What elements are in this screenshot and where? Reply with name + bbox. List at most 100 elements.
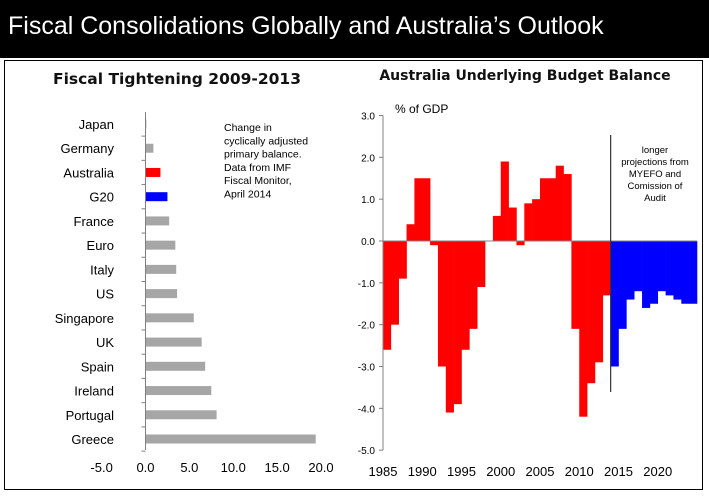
chart2-annotation-line: longer: [642, 145, 668, 156]
y-tick-label: 3.0: [361, 112, 375, 123]
x-tick-label: 1985: [369, 464, 398, 479]
chart1-annotation-line: primary balance.: [224, 149, 302, 161]
bar-2023: [681, 241, 690, 304]
bar-2016: [626, 241, 635, 300]
bar-2002: [516, 241, 525, 246]
category-label: Singapore: [55, 311, 114, 326]
y-tick-label: -5.0: [358, 446, 376, 457]
x-tick-label: 1990: [408, 464, 437, 479]
chart2-annotation-line: MYEFO and: [629, 169, 681, 180]
bar-2000: [500, 161, 509, 241]
chart1-title: Fiscal Tightening 2009-2013: [53, 70, 301, 88]
y-tick-label: 2.0: [361, 153, 375, 164]
x-tick-label: 15.0: [264, 460, 289, 475]
y-tick-label: -1.0: [358, 279, 376, 290]
bar-1992: [437, 241, 447, 367]
bar-germany: [145, 143, 154, 153]
bar-2006: [547, 178, 556, 241]
x-tick-label: 0.0: [136, 460, 154, 475]
category-label: US: [96, 287, 114, 302]
header-bar: Fiscal Consolidations Globally and Austr…: [0, 0, 709, 58]
x-tick-label: 2010: [565, 464, 594, 479]
bar-italy: [145, 264, 177, 274]
category-label: Japan: [79, 117, 114, 132]
chart2-title: Australia Underlying Budget Balance: [379, 68, 670, 84]
category-label: Italy: [90, 262, 114, 277]
bar-ireland: [145, 386, 212, 396]
bar-2024: [689, 241, 698, 304]
bar-2004: [532, 199, 541, 241]
bar-1986: [390, 241, 399, 325]
bar-2022: [673, 241, 682, 300]
bar-spain: [145, 361, 206, 371]
bar-2003: [524, 203, 533, 241]
category-label: France: [74, 214, 114, 229]
bar-2013: [602, 241, 611, 296]
bar-1997: [477, 241, 486, 288]
bar-1994: [453, 241, 462, 405]
y-tick-label: 0.0: [361, 237, 375, 248]
x-tick-label: 2020: [643, 464, 672, 479]
bar-2011: [587, 241, 596, 384]
x-tick-label: 2005: [526, 464, 555, 479]
chart2-annotation-line: Comission of: [628, 181, 683, 192]
x-tick-label: 20.0: [308, 460, 333, 475]
chart1-annotation-line: cyclically adjusted: [224, 135, 308, 147]
y-tick-label: 1.0: [361, 195, 375, 206]
category-label: Greece: [71, 432, 114, 447]
chart2-ylabel: % of GDP: [395, 102, 448, 116]
category-label: Australia: [63, 165, 114, 180]
bar-1999: [492, 215, 502, 241]
category-label: Spain: [81, 359, 114, 374]
bar-us: [145, 289, 178, 299]
bar-1990: [422, 178, 431, 241]
bar-portugal: [145, 410, 217, 420]
bar-2010: [579, 241, 588, 417]
bar-2021: [665, 241, 674, 296]
x-tick-label: 10.0: [221, 460, 246, 475]
chart1-annotation-line: Change in: [224, 122, 272, 134]
bar-2015: [618, 241, 627, 329]
category-label: Portugal: [66, 408, 115, 423]
bar-2018: [642, 241, 651, 308]
bar-1996: [469, 241, 478, 329]
bar-1995: [461, 241, 470, 350]
content-frame: [4, 60, 703, 490]
category-label: UK: [96, 335, 114, 350]
bar-australia: [145, 167, 161, 177]
y-tick-label: -2.0: [358, 321, 376, 332]
bar-singapore: [145, 313, 194, 323]
category-label: Ireland: [74, 384, 114, 399]
x-tick-label: 1995: [447, 464, 476, 479]
category-label: Euro: [87, 238, 114, 253]
bar-2020: [657, 241, 666, 292]
x-tick-label: -5.0: [90, 460, 112, 475]
category-label: G20: [89, 190, 114, 205]
bar-1993: [445, 241, 454, 413]
chart1-annotation-line: April 2014: [224, 189, 271, 201]
bar-1991: [430, 241, 439, 246]
bar-2005: [540, 178, 549, 241]
bar-2009: [571, 241, 580, 329]
bar-1985: [383, 241, 392, 350]
bar-2017: [634, 241, 643, 292]
bar-g20: [145, 192, 168, 202]
bar-2008: [563, 174, 572, 241]
category-label: Germany: [61, 141, 115, 156]
x-tick-label: 2015: [604, 464, 633, 479]
bar-france: [145, 216, 170, 226]
chart2-annotation-line: Audit: [644, 193, 666, 204]
page-title: Fiscal Consolidations Globally and Austr…: [8, 12, 604, 40]
bar-2019: [649, 241, 659, 304]
bar-1989: [414, 178, 423, 241]
chart1-annotation-line: Data from IMF: [224, 162, 291, 174]
bar-2001: [508, 207, 517, 241]
bar-1988: [406, 224, 415, 241]
chart2-annotation-line: projections from: [621, 157, 689, 168]
bar-1987: [398, 241, 407, 279]
bar-2007: [555, 165, 564, 241]
chart1-annotation-line: Fiscal Monitor,: [224, 175, 292, 187]
bar-greece: [145, 434, 316, 444]
